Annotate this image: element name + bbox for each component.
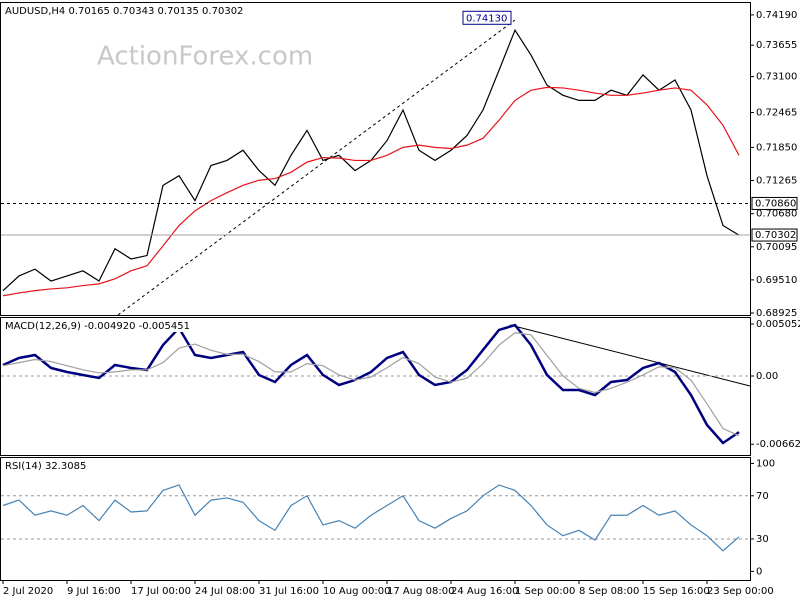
y-tick-label: 0 [756,566,762,577]
x-tick-label: 9 Jul 16:00 [67,586,121,597]
series-line [2,484,740,552]
level-label: 0.70860 [755,198,796,209]
y-tick-label: 0.00 [756,371,778,382]
series-line [2,332,740,437]
y-tick-label: 0.70095 [756,242,797,253]
panel-title: AUDUSD,H4 0.70165 0.70343 0.70135 0.7030… [5,6,243,17]
last-price-box [751,228,798,242]
y-tick-label: 0.71265 [756,176,797,187]
y-tick-label: 0.69510 [756,275,797,286]
x-tick-label: 17 Jul 00:00 [131,586,191,597]
x-tick-label: 31 Jul 16:00 [259,586,319,597]
y-tick-label: 70 [756,491,769,502]
x-tick-label: 24 Aug 16:00 [451,586,518,597]
x-tick-label: 1 Sep 00:00 [515,586,575,597]
y-tick-label: 0.71850 [756,142,797,153]
y-tick-label: 30 [756,534,769,545]
x-tick-label: 23 Sep 00:00 [707,586,774,597]
y-tick-label: 0.005052 [756,319,800,330]
x-tick-label: 15 Sep 16:00 [643,586,710,597]
price-frame [0,2,751,316]
x-tick-label: 17 Aug 08:00 [387,586,454,597]
rsi-frame [0,457,751,581]
trend-line [117,19,516,316]
y-tick-label: 0.70680 [756,209,797,220]
level-label-box [751,196,798,210]
title-bg [2,4,247,17]
y-tick-label: 100 [756,458,775,469]
panel-title: MACD(12,26,9) -0.004920 -0.005451 [5,321,190,332]
x-tick-label: 8 Sep 08:00 [579,586,639,597]
peak-box [462,10,512,25]
series-line [2,323,740,445]
peak-label: 0.74130 [466,13,507,24]
y-tick-label: 0.73100 [756,72,797,83]
y-tick-label: 0.72465 [756,108,797,119]
x-tick-label: 24 Jul 08:00 [195,586,255,597]
title-bg [2,319,193,332]
title-bg [2,459,90,472]
x-tick-label: 2 Jul 2020 [3,586,53,597]
series-line [2,86,740,297]
macd-frame [0,317,751,456]
y-tick-label: 0.73655 [756,40,797,51]
y-tick-label: 0.74190 [756,10,797,21]
last-price-label: 0.70302 [755,230,796,241]
y-tick-label: -0.006629 [756,439,800,450]
y-tick-label: 0.68925 [756,308,797,319]
x-tick-label: 10 Aug 00:00 [323,586,390,597]
watermark: ActionForex.com [97,42,313,72]
panel-title: RSI(14) 32.3085 [5,461,86,472]
